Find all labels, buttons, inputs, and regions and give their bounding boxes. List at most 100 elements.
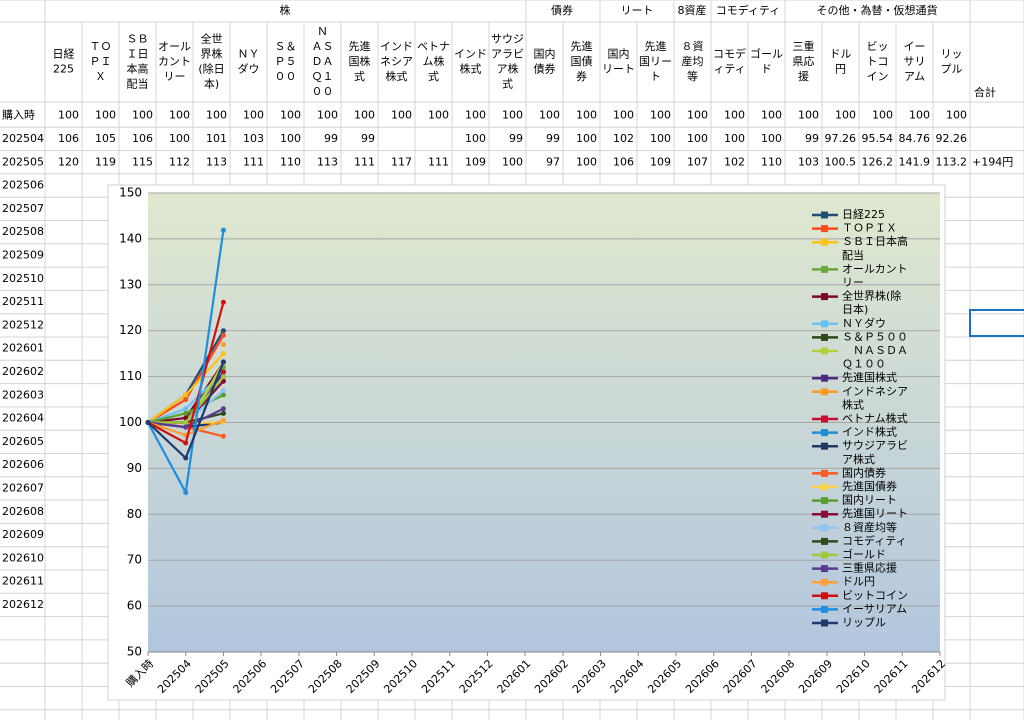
column-header: 日経 225 <box>53 48 75 76</box>
y-tick-label: 110 <box>119 369 142 383</box>
column-header: コモディティ <box>713 47 746 76</box>
column-header: 先進国株式 <box>349 40 371 83</box>
legend-label: ＮＡＳＤＡＱ１００ <box>842 344 908 371</box>
cell-value: 113 <box>317 155 338 168</box>
cell-value: 100 <box>946 109 967 122</box>
legend-label: インド株式 <box>842 425 897 439</box>
y-tick-label: 150 <box>119 186 142 200</box>
row-label: 202511 <box>2 295 44 308</box>
cell-value: 100 <box>169 109 190 122</box>
cell-value: 100 <box>798 109 819 122</box>
point <box>183 455 189 461</box>
cell-value: 100 <box>502 109 523 122</box>
column-header: 全世界株(除日本) <box>198 32 224 91</box>
row-label: 202504 <box>2 132 44 145</box>
point <box>220 332 226 338</box>
cell-value: 109 <box>650 155 671 168</box>
cell-value: 100 <box>761 109 782 122</box>
cell-value: 100 <box>687 109 708 122</box>
row-label: 202605 <box>2 435 44 448</box>
cell-value: 113.2 <box>936 155 968 168</box>
cell-value: 100 <box>428 109 449 122</box>
point <box>220 433 226 439</box>
cell-value: 100 <box>465 109 486 122</box>
cell-value: 107 <box>687 155 708 168</box>
cell-value: 113 <box>206 155 227 168</box>
column-header: ＳＢＩ日本高配当 <box>127 33 149 91</box>
column-header: リップル <box>941 48 963 76</box>
cell-value: 100 <box>576 155 597 168</box>
cell-value: 106 <box>58 132 79 145</box>
cell-value: 141.9 <box>899 155 931 168</box>
cell-value: 100 <box>687 132 708 145</box>
cell-value: 100 <box>391 109 412 122</box>
row-label: 202603 <box>2 388 44 401</box>
legend-label: ＮＹダウ <box>842 316 886 330</box>
row-label: 202608 <box>2 505 44 518</box>
cell-value: 111 <box>428 155 449 168</box>
cell-value: 110 <box>280 155 301 168</box>
point <box>183 392 189 398</box>
point <box>220 392 226 398</box>
cell-value: 115 <box>132 155 153 168</box>
cell-value: 100 <box>280 109 301 122</box>
legend-marker <box>821 592 828 600</box>
group-header: 株 <box>280 3 291 17</box>
y-tick-label: 50 <box>127 645 142 659</box>
legend-marker <box>821 374 828 382</box>
cells: 株債券 リート 8資産 コモディティ その他・為替・仮想通貨日経 225ＴＯＰＩＸＳＢＩ日… <box>2 3 1013 611</box>
cell-value: 99 <box>324 132 338 145</box>
legend-label: 全世界株(除日本) <box>842 289 901 317</box>
row-label: 202506 <box>2 179 44 192</box>
legend-label: サウジアラビア株式 <box>842 439 908 466</box>
group-header: その他・為替・仮想通貨 <box>817 3 938 17</box>
column-header: ドル円 <box>830 48 852 76</box>
legend-marker <box>821 524 828 532</box>
cell-value: 100 <box>835 109 856 122</box>
column-header: 先進国リート <box>639 40 672 83</box>
point <box>220 351 226 357</box>
cell-value: 100 <box>280 132 301 145</box>
point <box>183 397 189 403</box>
legend-marker <box>821 320 828 328</box>
legend-marker <box>821 388 828 396</box>
group-header: リート <box>621 4 654 17</box>
cell-value: 120 <box>58 155 79 168</box>
column-header: サウジアラビア株式 <box>491 33 524 91</box>
cell-value: 97.26 <box>825 132 857 145</box>
legend-label: ＳＢＩ日本高配当 <box>842 234 908 262</box>
point <box>220 406 226 412</box>
cell-value: 109 <box>465 155 486 168</box>
cell-value: 100 <box>354 109 375 122</box>
column-header: ベトナム株式 <box>417 40 450 83</box>
point <box>220 369 226 375</box>
point <box>220 341 226 347</box>
point <box>220 227 226 233</box>
row-label: 購入時 <box>2 108 35 122</box>
cell-value: 117 <box>391 155 412 168</box>
legend-label: コモディティ <box>842 533 907 547</box>
row-label: 202505 <box>2 155 44 168</box>
cell-value: 100 <box>761 132 782 145</box>
cell-total: +194円 <box>972 155 1013 168</box>
column-header: 国内リート <box>602 47 635 76</box>
y-tick-label: 70 <box>127 553 142 567</box>
cell-value: 126.2 <box>862 155 894 168</box>
cell-value: 100 <box>724 109 745 122</box>
column-header: インドネシア株式 <box>380 40 413 83</box>
column-header: ＴＯＰＩＸ <box>90 40 112 83</box>
point <box>220 417 226 423</box>
cell-value: 103 <box>798 155 819 168</box>
legend-marker <box>821 265 828 273</box>
selected-cell[interactable] <box>969 309 1024 337</box>
legend-marker <box>821 293 828 301</box>
legend-marker <box>821 225 828 233</box>
legend-label: 国内リート <box>842 493 897 507</box>
cell-value: 106 <box>132 132 153 145</box>
point <box>183 420 189 425</box>
cell-value: 84.76 <box>899 132 931 145</box>
row-label: 202507 <box>2 202 44 215</box>
legend-label: リップル <box>842 616 886 629</box>
column-header: 国内債券 <box>534 47 556 76</box>
legend-marker <box>821 565 828 573</box>
